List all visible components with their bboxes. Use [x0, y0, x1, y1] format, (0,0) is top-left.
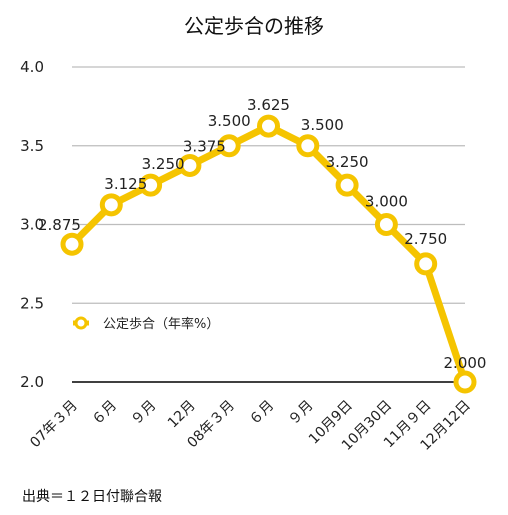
x-tick-label: ９月	[286, 398, 317, 429]
data-point	[257, 114, 280, 138]
data-label: 3.625	[247, 96, 290, 114]
x-tick-label: ６月	[246, 398, 277, 429]
data-point	[60, 232, 84, 256]
legend: 公定歩合（年率%）	[73, 316, 219, 332]
data-point	[453, 370, 477, 394]
data-label: 2.000	[444, 354, 487, 372]
y-tick-label: 3.0	[20, 216, 44, 234]
data-label: 3.375	[183, 137, 226, 155]
x-tick-label: ９月	[128, 398, 159, 429]
x-tick-label: 07年３月	[27, 398, 81, 452]
data-point	[178, 153, 202, 177]
legend-label: 公定歩合（年率%）	[103, 316, 219, 332]
y-tick-label: 4.0	[20, 58, 44, 76]
data-label: 3.125	[104, 175, 147, 193]
x-tick-label: 12月	[165, 398, 199, 432]
data-point	[99, 193, 123, 217]
data-point	[414, 252, 438, 276]
source-note: 出典＝１２日付聯合報	[22, 489, 162, 505]
data-label: 3.250	[142, 155, 185, 173]
data-labels: 2.8753.1253.2503.3753.5003.6253.5003.250…	[38, 96, 486, 372]
data-point	[139, 173, 163, 197]
chart-title: 公定歩合の推移	[184, 14, 324, 38]
data-label: 3.500	[208, 112, 251, 130]
data-label: 3.500	[301, 116, 344, 134]
y-tick-label: 2.0	[20, 373, 44, 391]
series-line	[68, 122, 469, 386]
y-tick-label: 2.5	[20, 294, 44, 312]
data-label: 3.000	[365, 193, 408, 211]
grid-layer	[72, 66, 465, 383]
y-axis: 2.0 2.5 3.0 3.5 4.0	[20, 58, 44, 391]
data-point	[335, 173, 359, 197]
series-line-layer	[60, 114, 477, 394]
data-label: 2.750	[404, 230, 447, 248]
data-point	[296, 134, 320, 158]
data-label: 2.875	[38, 216, 81, 234]
data-point	[374, 213, 398, 236]
data-point	[217, 134, 241, 158]
data-label: 3.250	[326, 153, 369, 171]
x-tick-label: ６月	[89, 398, 120, 429]
y-tick-label: 3.5	[20, 137, 44, 155]
legend-marker-icon	[74, 316, 88, 330]
